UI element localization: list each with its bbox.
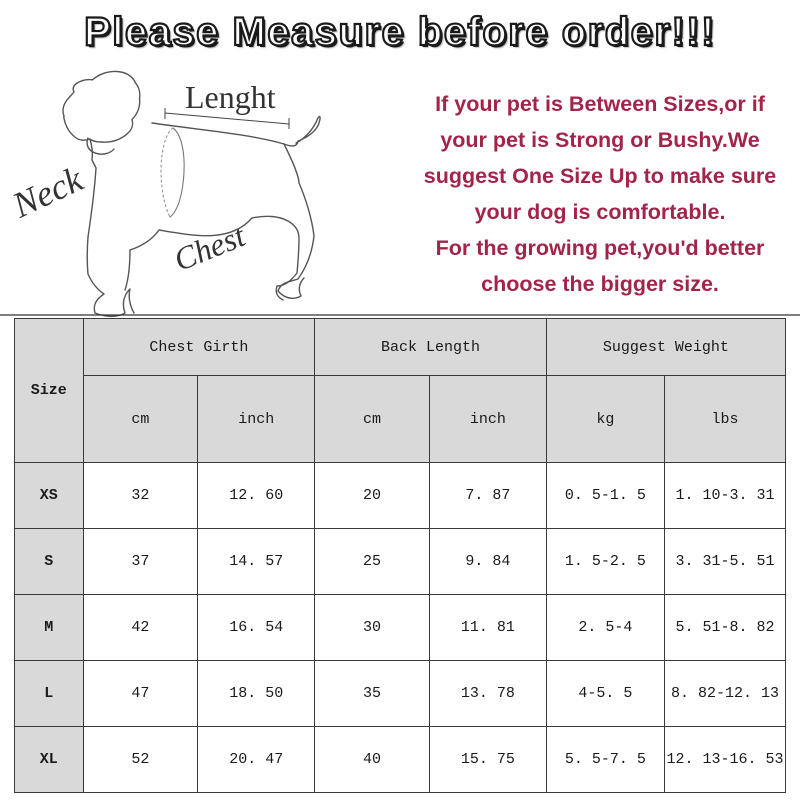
svg-text:Neck: Neck	[6, 158, 90, 226]
svg-text:Chest: Chest	[169, 217, 251, 278]
svg-text:Lenght: Lenght	[185, 79, 276, 115]
